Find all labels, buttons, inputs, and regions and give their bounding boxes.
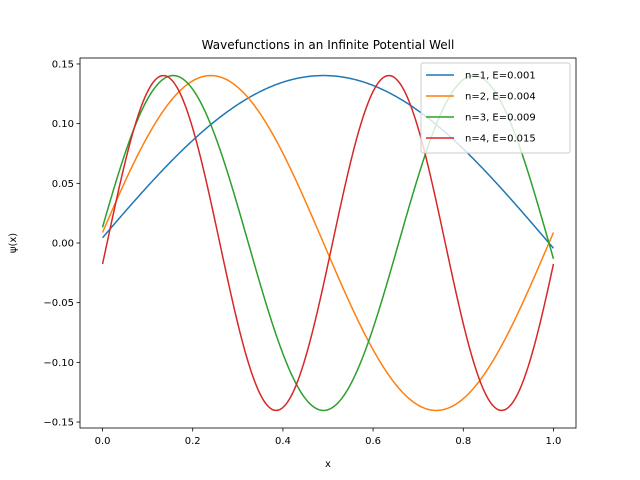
- x-axis-label: x: [325, 459, 331, 470]
- x-axis-ticks: 0.0 0.2 0.4 0.6 0.8 1.0: [95, 428, 562, 447]
- series-line-n1: [101, 74, 555, 249]
- chart-title: Wavefunctions in an Infinite Potential W…: [202, 38, 455, 52]
- x-tick-label: 1.0: [546, 436, 562, 447]
- series-line-n2: [101, 74, 555, 412]
- x-tick-label: 0.8: [455, 436, 471, 447]
- y-tick-label: −0.15: [43, 418, 74, 429]
- x-tick-label: 0.0: [95, 436, 111, 447]
- y-tick-label: 0.15: [52, 59, 74, 70]
- x-tick-label: 0.4: [275, 436, 291, 447]
- y-axis-ticks: −0.15 −0.10 −0.05 0.00 0.05 0.10 0.15: [43, 59, 80, 429]
- y-tick-label: −0.10: [43, 358, 74, 369]
- legend-label: n=3, E=0.009: [465, 113, 536, 124]
- y-axis-label: ψ(x): [8, 233, 19, 253]
- legend-label: n=2, E=0.004: [465, 92, 536, 103]
- y-tick-label: 0.00: [52, 239, 74, 250]
- legend-label: n=1, E=0.001: [465, 71, 536, 82]
- x-tick-label: 0.6: [365, 436, 381, 447]
- legend-frame: [420, 62, 571, 154]
- x-tick-label: 0.2: [185, 436, 201, 447]
- legend: n=1, E=0.001 n=2, E=0.004 n=3, E=0.009 n=4,…: [420, 62, 571, 154]
- plot-series: [101, 74, 555, 412]
- y-tick-label: −0.05: [43, 298, 74, 309]
- y-tick-label: 0.10: [52, 119, 74, 130]
- series-line-n4: [101, 74, 555, 412]
- y-tick-label: 0.05: [52, 179, 74, 190]
- legend-label: n=4, E=0.015: [465, 134, 536, 145]
